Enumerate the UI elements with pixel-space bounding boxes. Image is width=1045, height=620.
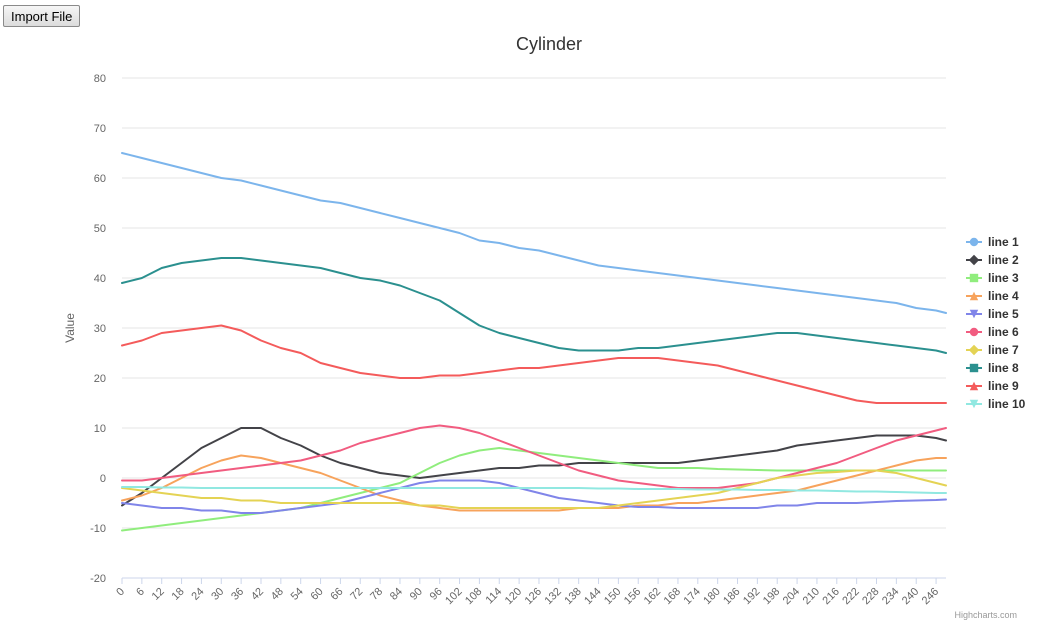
x-tick-label: 234	[880, 586, 901, 607]
series-line-1	[121, 152, 947, 314]
legend-label-8: line 8	[988, 361, 1019, 375]
y-tick-label: 10	[94, 423, 106, 435]
x-tick-label: 0	[114, 586, 127, 599]
x-tick-label: 102	[443, 586, 464, 607]
y-tick-label: 60	[94, 173, 106, 185]
legend-label-2: line 2	[988, 253, 1019, 267]
series-line-5	[121, 479, 947, 514]
legend-label-7: line 7	[988, 343, 1019, 357]
x-axis: 0 6 12 18 24 30 36 42 48 54 60 66 72 78 84 90 9610210811…	[114, 577, 946, 607]
y-axis-label: Value	[63, 313, 77, 343]
x-tick-label: 198	[761, 586, 782, 607]
x-tick-label: 84	[388, 586, 405, 603]
legend-marker-8	[969, 363, 979, 373]
y-tick-label: 30	[94, 323, 106, 335]
x-tick-label: 6	[134, 586, 147, 599]
legend-marker-2	[968, 254, 980, 266]
x-tick-label: 144	[582, 586, 603, 607]
x-tick-label: 54	[289, 586, 306, 603]
legend-marker-7	[968, 344, 980, 356]
x-tick-label: 60	[309, 586, 326, 603]
series-line-8	[121, 257, 947, 354]
x-tick-label: 18	[170, 586, 187, 603]
series-line-6	[121, 424, 947, 489]
y-tick-label: -10	[90, 523, 106, 535]
x-tick-label: 36	[229, 586, 246, 603]
legend-label-10: line 10	[988, 397, 1026, 411]
import-file-button[interactable]: Import File	[3, 5, 81, 27]
x-tick-label: 222	[840, 586, 861, 607]
x-tick-label: 228	[860, 586, 881, 607]
y-tick-label: 80	[94, 73, 106, 85]
legend-label-9: line 9	[988, 379, 1019, 393]
x-tick-label: 66	[328, 586, 345, 603]
x-tick-label: 216	[820, 586, 841, 607]
x-tick-label: 108	[463, 586, 484, 607]
x-tick-label: 42	[249, 586, 266, 603]
x-tick-label: 132	[542, 586, 563, 607]
x-tick-label: 126	[523, 586, 544, 607]
x-tick-label: 24	[189, 586, 206, 603]
y-tick-label: 70	[94, 123, 106, 135]
legend-label-3: line 3	[988, 271, 1019, 285]
x-tick-label: 156	[622, 586, 643, 607]
x-tick-label: 150	[602, 586, 623, 607]
y-tick-label: 40	[94, 273, 106, 285]
legend-marker-5	[969, 309, 979, 319]
x-tick-label: 174	[681, 586, 702, 607]
series-line-9	[121, 324, 947, 404]
series-line-10	[121, 486, 947, 494]
x-tick-label: 180	[701, 586, 722, 607]
legend-label-4: line 4	[988, 289, 1019, 303]
y-axis-ticks: -20 -10 0 10 20 30 40 50 60 70 80	[90, 73, 106, 585]
x-tick-label: 210	[801, 586, 822, 607]
legend-marker-10	[969, 399, 979, 409]
x-tick-label: 96	[428, 586, 445, 603]
y-tick-label: 50	[94, 223, 106, 235]
legend-marker-1	[969, 237, 979, 247]
x-tick-label: 12	[150, 586, 167, 603]
legend-marker-4	[969, 291, 979, 301]
series-lines	[121, 152, 947, 532]
chart-title: Cylinder	[516, 34, 582, 54]
x-tick-label: 30	[209, 586, 226, 603]
x-tick-label: 138	[562, 586, 583, 607]
y-tick-label: -20	[90, 573, 106, 585]
legend-marker-9	[969, 381, 979, 391]
x-tick-label: 204	[781, 586, 802, 607]
x-tick-label: 78	[368, 586, 385, 603]
x-tick-label: 168	[662, 586, 683, 607]
series-line-7	[121, 469, 947, 509]
x-tick-label: 48	[269, 586, 286, 603]
y-tick-label: 20	[94, 373, 106, 385]
x-tick-label: 192	[741, 586, 762, 607]
legend: line 1 line 2 line 3 line 4 line 5 line 6 line…	[966, 235, 1026, 411]
x-tick-label: 120	[503, 586, 524, 607]
series-line-2	[121, 427, 947, 507]
legend-marker-6	[969, 327, 979, 337]
x-tick-label: 72	[348, 586, 365, 603]
x-tick-label: 162	[642, 586, 663, 607]
legend-label-5: line 5	[988, 307, 1019, 321]
series-line-4	[121, 454, 947, 512]
x-tick-label: 90	[408, 586, 425, 603]
legend-label-6: line 6	[988, 325, 1019, 339]
credits-link[interactable]: Highcharts.com	[954, 610, 1017, 620]
x-tick-label: 240	[900, 586, 921, 607]
x-tick-label: 246	[920, 586, 941, 607]
x-tick-label: 114	[483, 586, 504, 607]
series-line-3	[121, 447, 947, 532]
x-tick-label: 186	[721, 586, 742, 607]
legend-marker-3	[969, 273, 979, 283]
legend-label-1: line 1	[988, 235, 1019, 249]
y-tick-label: 0	[100, 473, 106, 485]
